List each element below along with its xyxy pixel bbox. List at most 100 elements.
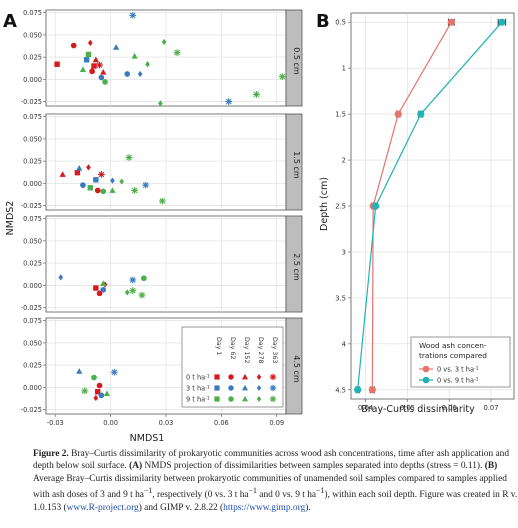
scatter-point (124, 289, 130, 296)
scatter-point (94, 389, 101, 395)
x-tick-label: -0.03 (47, 419, 64, 427)
scatter-point (79, 66, 87, 72)
scatter-point (91, 374, 97, 381)
legend-marker (228, 385, 234, 391)
y-tick-label: 0.050 (23, 135, 42, 143)
scatter-point (96, 290, 103, 297)
scatter-point (113, 44, 120, 50)
caption-text-6: ), within each soil depth. Figure was cr… (33, 490, 518, 513)
legend-marker (256, 385, 262, 391)
legend-entry-sup: -1 (474, 365, 479, 371)
legend-marker (269, 395, 277, 403)
scatter-point (138, 291, 146, 299)
series-line (357, 21, 503, 390)
scatter-point (158, 100, 163, 107)
scatter-point (100, 286, 107, 293)
legend-marker (242, 395, 248, 402)
y-tick-label: 3.5 (335, 294, 346, 302)
scatter-point (129, 276, 137, 284)
y-tick-label: 0.075 (23, 113, 42, 121)
legend-day-label: Day 363 (271, 337, 278, 363)
x-tick-label: 0.09 (269, 419, 284, 427)
y-tick-label: 0.075 (23, 215, 42, 223)
legend-marker (228, 374, 234, 380)
scatter-point (98, 74, 105, 81)
panel-b-ylabel: Depth (cm) (319, 177, 330, 231)
data-point (447, 18, 455, 26)
panel-b-letter: B (316, 11, 330, 32)
figure-caption: Figure 2. Bray–Curtis dissimilarity of p… (33, 448, 518, 514)
legend-marker (269, 384, 277, 392)
x-tick-label: 0.00 (103, 419, 118, 427)
x-tick-label: 0.05 (400, 404, 415, 412)
scatter-point (98, 392, 105, 399)
scatter-point (87, 185, 94, 191)
data-point (498, 18, 506, 26)
legend-marker (214, 374, 220, 380)
caption-link-r[interactable]: www.R-project.org (66, 502, 139, 513)
caption-text-7: ) and GIMP v. 2.8.22 ( (138, 502, 224, 513)
panel-b-dissimilarity: 0.04 0.05 0.06 0.07 0.5 1 1.5 2 2.5 3 3.5 4 4.5 Wood … (335, 12, 515, 412)
caption-label-b: (B) (484, 461, 498, 472)
scatter-point (89, 68, 95, 75)
scatter-point (131, 52, 138, 59)
scatter-point (86, 164, 91, 171)
legend-dose-sup: -1 (205, 395, 210, 401)
facet-strip (285, 9, 303, 107)
scatter-point (173, 49, 181, 57)
series-line (371, 21, 452, 390)
scatter-point (96, 61, 103, 69)
scatter-point (91, 63, 97, 69)
y-tick-label: 4.5 (335, 386, 346, 394)
y-tick-label: 1.5 (335, 111, 346, 119)
facet-1-5-cm: 0.075 0.050 0.025 0.000 -0.025 1.5 cm (21, 113, 303, 211)
facet-strip (285, 215, 303, 313)
panel-a-letter: A (3, 11, 17, 32)
scatter-point (102, 79, 108, 85)
scatter-point (125, 154, 133, 161)
caption-sup-1: −1 (143, 486, 153, 496)
legend-marker (242, 373, 248, 380)
scatter-point (137, 70, 143, 78)
scatter-point (81, 387, 89, 395)
y-tick-label: 0.000 (23, 76, 42, 84)
scatter-point (129, 11, 137, 19)
x-tick-label: 0.06 (214, 419, 229, 427)
scatter-point (225, 98, 233, 105)
facet-2-5-cm: 0.075 0.050 0.025 0.000 -0.025 2.5 cm (21, 215, 303, 313)
scatter-point (83, 57, 90, 63)
scatter-point (88, 39, 93, 46)
y-tick-label: 0.025 (23, 54, 42, 62)
panel-a-legend: Day 1 Day 62 Day 152 Day 278 Day 363 0 t ha-1… (181, 326, 284, 408)
scatter-point (76, 164, 83, 171)
legend-marker (214, 396, 220, 402)
legend-marker (256, 374, 262, 380)
y-tick-label: 0.075 (23, 9, 42, 17)
facet-strip (285, 317, 303, 415)
scatter-point (145, 61, 150, 68)
legend-entry: 0 vs. 3 t ha-1 (437, 365, 479, 374)
legend-dose-sup: -1 (205, 384, 210, 390)
legend-title-2: trations compared (419, 351, 487, 360)
scatter-point (96, 382, 103, 389)
caption-link-gimp[interactable]: https://www.gimp.org (223, 502, 306, 513)
y-tick-label: -0.025 (21, 98, 42, 106)
scatter-point (110, 177, 115, 184)
x-tick-label: 0.04 (358, 404, 373, 412)
legend-day-label: Day 152 (243, 337, 250, 363)
scatter-point (278, 73, 286, 81)
scatter-point (54, 61, 60, 67)
caption-sup-2: −1 (248, 486, 257, 496)
y-tick-label: -0.025 (21, 406, 42, 414)
scatter-point (93, 177, 99, 183)
x-tick-label: 0.06 (442, 404, 457, 412)
scatter-point (110, 368, 118, 376)
facet-label: 0.5 cm (292, 47, 301, 75)
scatter-point (100, 188, 107, 195)
y-tick-label: 0.050 (23, 31, 42, 39)
caption-label-a: (A) (129, 461, 143, 472)
data-point (394, 110, 402, 118)
legend-box (181, 326, 284, 408)
y-tick-label: 0.5 (335, 19, 346, 27)
y-tick-label: 0.000 (23, 384, 42, 392)
